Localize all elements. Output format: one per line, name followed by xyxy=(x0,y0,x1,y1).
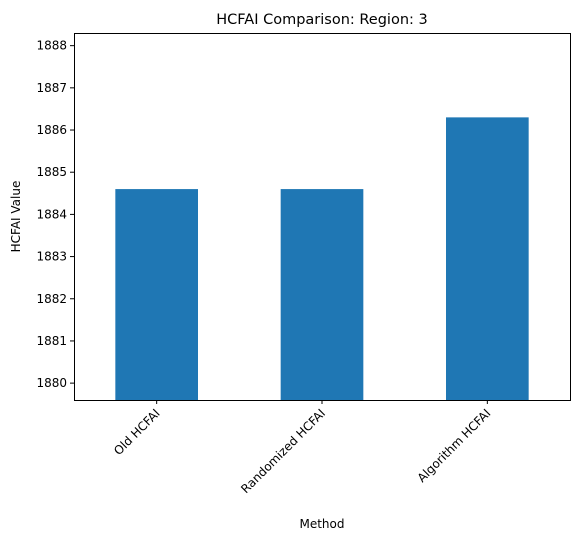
y-axis: 1880 1881 1882 1883 1884 1885 1886 1887 1888 xyxy=(36,39,74,390)
y-tick-label: 1887 xyxy=(36,81,67,95)
x-tick-label: Algorithm HCFAI xyxy=(415,406,494,485)
plot-frame xyxy=(74,33,571,401)
bar-old-hcfai xyxy=(115,189,198,400)
y-tick-label: 1884 xyxy=(36,207,67,221)
y-tick-label: 1883 xyxy=(36,250,67,264)
y-tick-label: 1881 xyxy=(36,334,67,348)
x-tick-label: Randomized HCFAI xyxy=(238,406,328,496)
x-axis: Old HCFAI Randomized HCFAI Algorithm HCFAI xyxy=(111,400,493,496)
y-tick-label: 1888 xyxy=(36,39,67,53)
x-tick-label: Old HCFAI xyxy=(111,406,163,458)
y-tick-label: 1885 xyxy=(36,165,67,179)
chart-title: HCFAI Comparison: Region: 3 xyxy=(216,12,428,28)
bar-algorithm-hcfai xyxy=(446,117,529,401)
y-tick-label: 1886 xyxy=(36,123,67,137)
y-axis-label: HCFAI Value xyxy=(9,181,23,253)
y-tick-label: 1880 xyxy=(36,376,67,390)
bar-randomized-hcfai xyxy=(280,189,364,400)
y-tick-label: 1882 xyxy=(36,292,67,306)
x-axis-label: Method xyxy=(299,517,344,531)
bars-group xyxy=(115,117,529,401)
